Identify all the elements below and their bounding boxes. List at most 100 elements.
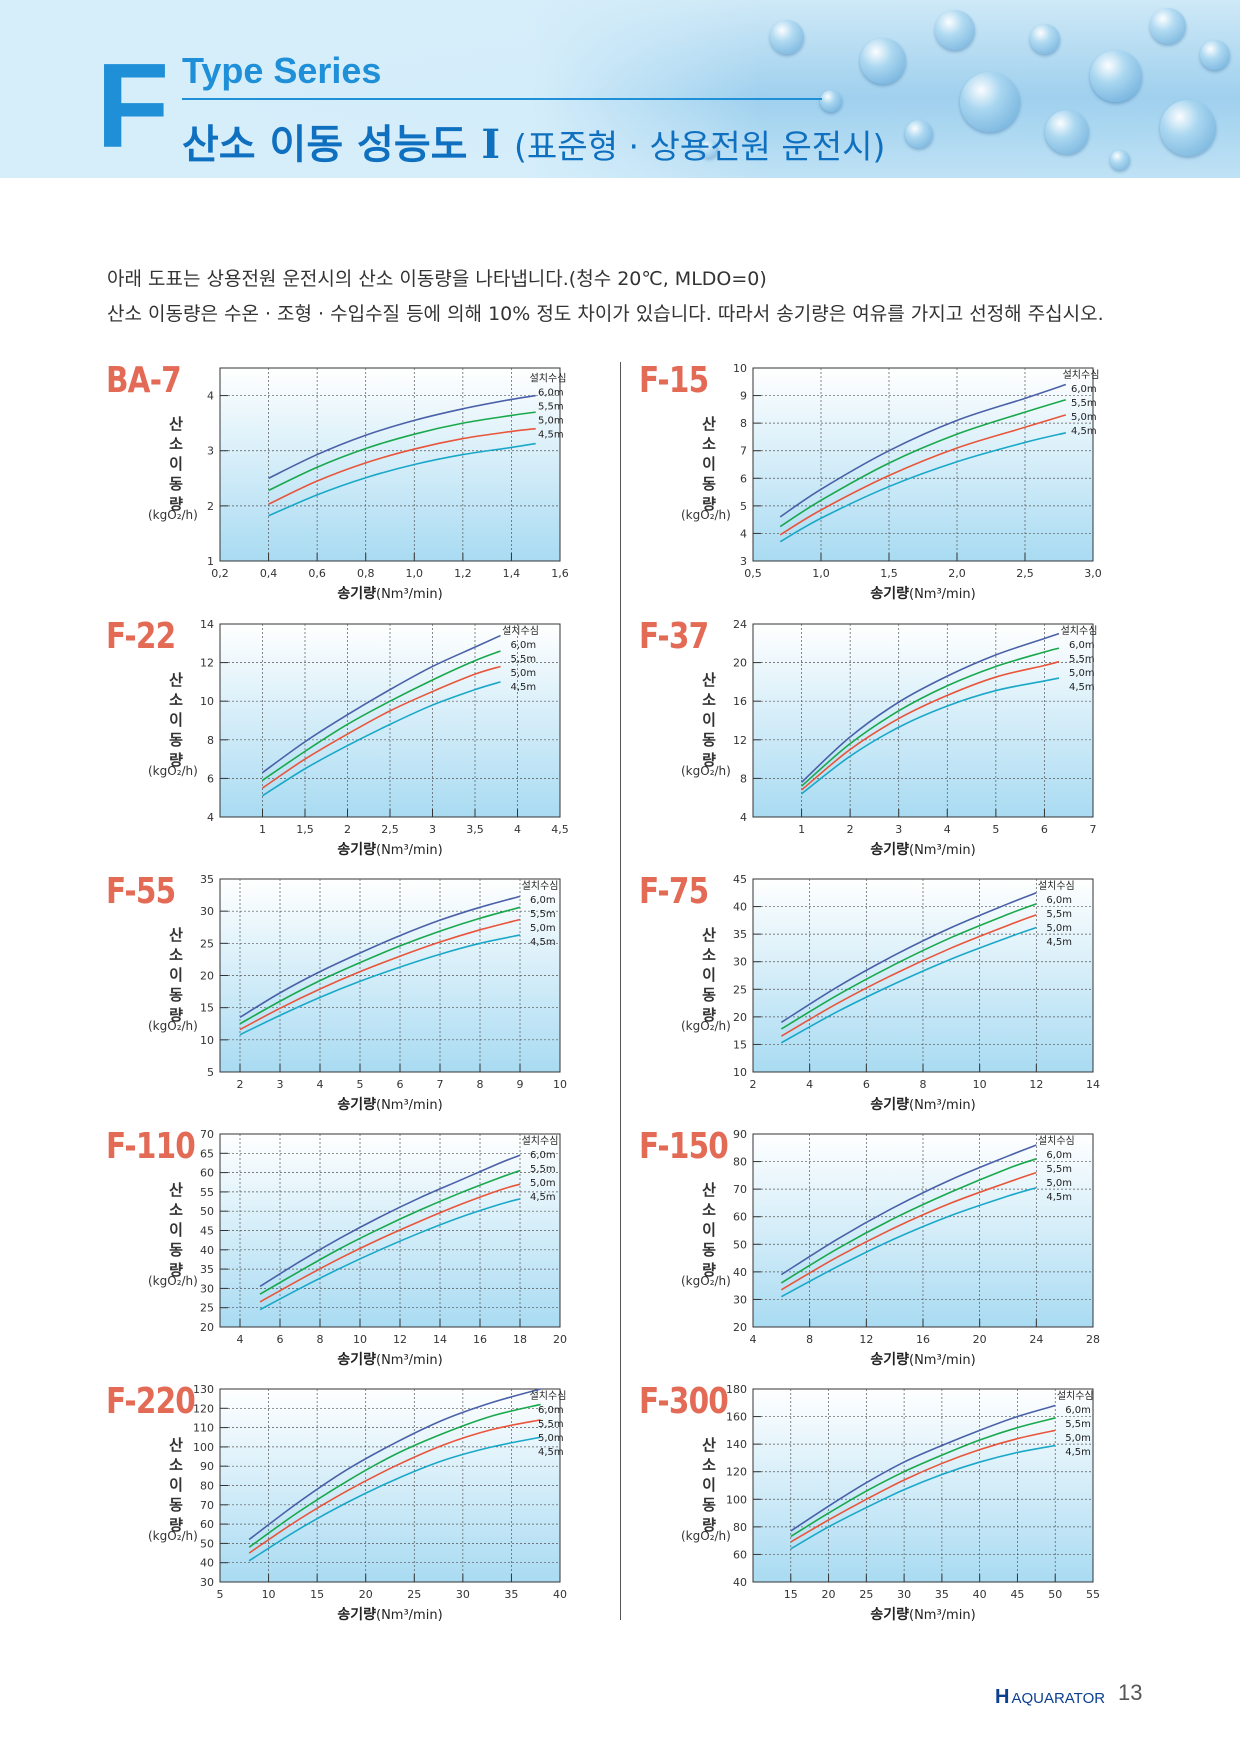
x-axis-unit: (Nm³/min) bbox=[376, 1608, 443, 1623]
x-tick-label: 6 bbox=[397, 1078, 404, 1091]
y-tick-label: 8 bbox=[740, 772, 747, 785]
y-tick-label: 140 bbox=[726, 1438, 747, 1451]
y-tick-label: 3 bbox=[740, 555, 747, 568]
chart-model-name: F-300 bbox=[639, 1381, 729, 1422]
series-line-5.0m bbox=[801, 660, 1060, 791]
x-tick-label: 35 bbox=[504, 1588, 518, 1601]
x-tick-label: 0,5 bbox=[744, 567, 762, 580]
x-tick-label: 2 bbox=[237, 1078, 244, 1091]
y-axis-label: 산소이동량 bbox=[169, 1436, 183, 1534]
install-depth-title: 설치수심 bbox=[502, 625, 539, 637]
legend-depth-label: 5,0m bbox=[1065, 1433, 1091, 1444]
series-line-5.0m bbox=[780, 1171, 1037, 1291]
legend-depth-label: 5,5m bbox=[530, 909, 556, 920]
x-tick-label: 3 bbox=[277, 1078, 284, 1091]
x-tick-label: 4 bbox=[750, 1333, 757, 1346]
x-tick-label: 8 bbox=[317, 1333, 324, 1346]
legend-depth-label: 4,5m bbox=[1071, 426, 1097, 437]
x-tick-label: 45 bbox=[1010, 1588, 1024, 1601]
y-tick-label: 24 bbox=[733, 618, 747, 631]
x-tick-label: 10 bbox=[262, 1588, 276, 1601]
series-line-5.5m bbox=[801, 647, 1060, 787]
series-line-5.0m bbox=[259, 1183, 521, 1303]
y-tick-label: 20 bbox=[200, 1321, 214, 1334]
series-line-5.0m bbox=[780, 914, 1037, 1037]
legend-depth-label: 5,5m bbox=[1065, 1419, 1091, 1430]
legend-depth-label: 5,0m bbox=[538, 416, 564, 427]
y-tick-label: 10 bbox=[200, 1034, 214, 1047]
x-tick-label: 2,5 bbox=[381, 823, 399, 836]
install-depth-title: 설치수심 bbox=[1063, 369, 1100, 381]
chart-ba-7: 0,2 0,4 0,6 0,8 1,0 1,2 1,4 1,6 1 2 3 4 설치수심 6,0m 5,5m… bbox=[207, 367, 569, 580]
x-axis-unit: (Nm³/min) bbox=[909, 1608, 976, 1623]
legend-depth-label: 5,5m bbox=[1071, 398, 1097, 409]
x-tick-label: 12 bbox=[1029, 1078, 1043, 1091]
y-tick-label: 90 bbox=[733, 1128, 747, 1141]
install-depth-title: 설치수심 bbox=[522, 1135, 559, 1147]
chart-model-name: F-110 bbox=[106, 1126, 196, 1167]
legend-depth-label: 6,0m bbox=[1065, 1405, 1091, 1416]
x-axis-label: 송기량(Nm³/min) bbox=[337, 583, 442, 603]
legend-depth-label: 4,5m bbox=[1046, 1192, 1072, 1203]
logo-text: AQUARATOR bbox=[1011, 1690, 1106, 1707]
y-tick-label: 7 bbox=[740, 445, 747, 458]
y-tick-label: 4 bbox=[740, 811, 747, 824]
series-line-6.0m bbox=[268, 394, 536, 480]
x-axis-unit: (Nm³/min) bbox=[376, 1353, 443, 1368]
series-line-4.5m bbox=[780, 926, 1037, 1044]
x-axis-unit: (Nm³/min) bbox=[376, 843, 443, 858]
y-axis-unit: (kgO₂/h) bbox=[681, 1274, 731, 1288]
y-tick-label: 45 bbox=[733, 873, 747, 886]
legend-depth-label: 5,0m bbox=[1069, 668, 1095, 679]
y-tick-label: 16 bbox=[733, 695, 747, 708]
legend-depth-label: 6,0m bbox=[1046, 895, 1072, 906]
x-tick-label: 10 bbox=[553, 1078, 567, 1091]
legend-depth-label: 6,0m bbox=[530, 895, 556, 906]
y-tick-label: 50 bbox=[200, 1537, 214, 1550]
y-tick-label: 70 bbox=[733, 1183, 747, 1196]
x-tick-label: 30 bbox=[897, 1588, 911, 1601]
y-tick-label: 40 bbox=[733, 1266, 747, 1279]
y-tick-label: 35 bbox=[200, 873, 214, 886]
legend-depth-label: 6,0m bbox=[1046, 1150, 1072, 1161]
x-tick-label: 3,5 bbox=[466, 823, 484, 836]
legend-depth-label: 5,0m bbox=[1046, 1178, 1072, 1189]
y-axis-unit: (kgO₂/h) bbox=[148, 764, 198, 778]
x-axis-unit: (Nm³/min) bbox=[909, 1098, 976, 1113]
chart-model-name: F-37 bbox=[639, 616, 709, 657]
series-line-6.0m bbox=[780, 1144, 1037, 1276]
water-drop bbox=[1090, 50, 1142, 102]
chart-f-150: 4 8 12 16 20 24 28 20 30 40 50 60 70 80 90 설치수심 6,0m 5,5m… bbox=[733, 1128, 1100, 1346]
legend-depth-label: 5,0m bbox=[1071, 412, 1097, 423]
y-tick-label: 25 bbox=[200, 1302, 214, 1315]
legend-depth-label: 5,5m bbox=[538, 1419, 564, 1430]
y-axis-label: 산소이동량 bbox=[702, 1436, 716, 1534]
y-tick-label: 12 bbox=[733, 734, 747, 747]
x-tick-label: 14 bbox=[1086, 1078, 1100, 1091]
x-tick-label: 2,5 bbox=[1016, 567, 1034, 580]
install-depth-title: 설치수심 bbox=[522, 880, 559, 892]
x-tick-label: 14 bbox=[433, 1333, 447, 1346]
series-line-6.0m bbox=[790, 1404, 1056, 1532]
y-tick-label: 20 bbox=[733, 1011, 747, 1024]
x-tick-label: 25 bbox=[859, 1588, 873, 1601]
y-tick-label: 80 bbox=[733, 1521, 747, 1534]
y-tick-label: 5 bbox=[740, 500, 747, 513]
y-axis-label: 산소이동량 bbox=[169, 1181, 183, 1279]
y-tick-label: 70 bbox=[200, 1128, 214, 1141]
x-tick-label: 20 bbox=[553, 1333, 567, 1346]
y-axis-unit: (kgO₂/h) bbox=[681, 1529, 731, 1543]
y-axis-label: 산소이동량 bbox=[702, 926, 716, 1024]
header-banner bbox=[0, 0, 1240, 178]
series-line-6.0m bbox=[248, 1388, 541, 1541]
plot-area bbox=[752, 1388, 1094, 1583]
y-tick-label: 4 bbox=[207, 390, 214, 403]
x-tick-label: 1,0 bbox=[812, 567, 830, 580]
y-tick-label: 120 bbox=[193, 1402, 214, 1415]
legend-depth-label: 4,5m bbox=[1065, 1447, 1091, 1458]
chart-model-name: F-22 bbox=[106, 616, 176, 657]
x-tick-label: 20 bbox=[822, 1588, 836, 1601]
chart-f-300: 15 20 25 30 35 40 45 50 55 40 60 80 100 120 140 160 180 설… bbox=[726, 1383, 1100, 1601]
legend-depth-label: 5,0m bbox=[511, 668, 537, 679]
